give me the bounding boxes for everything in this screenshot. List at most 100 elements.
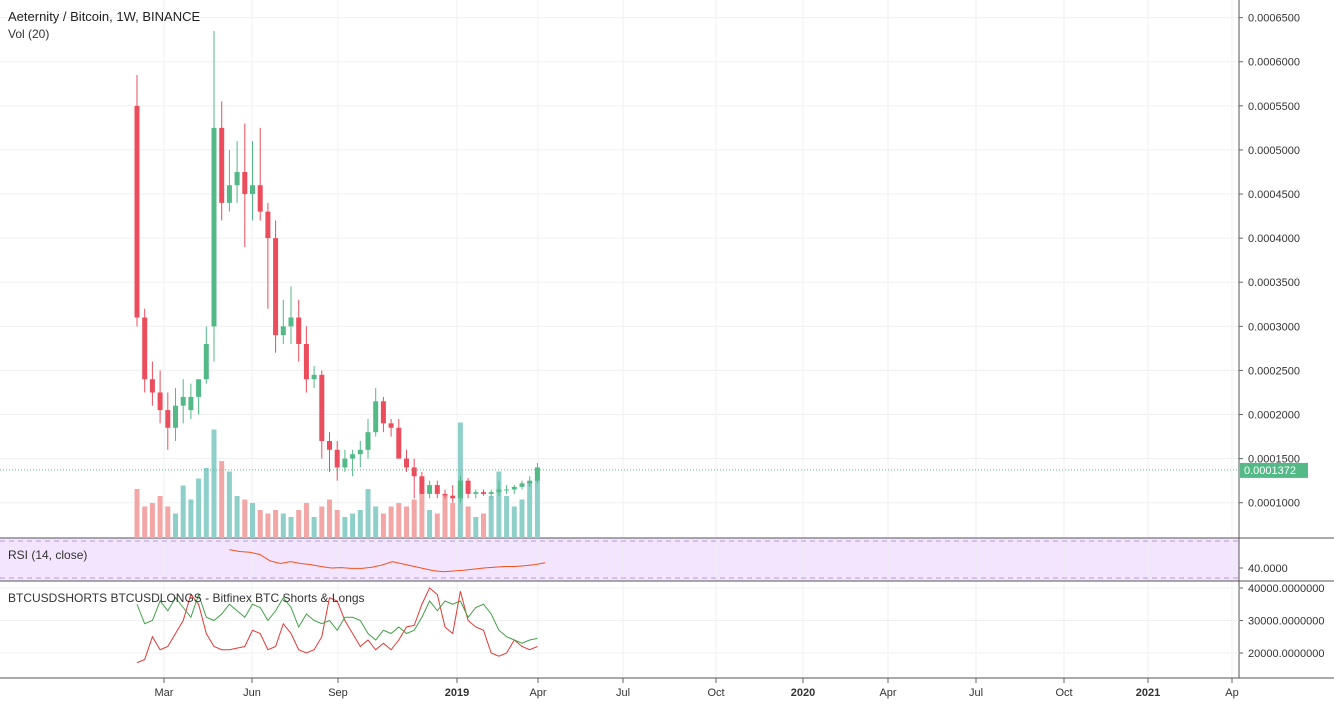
volume-bar bbox=[311, 517, 317, 538]
candle-body bbox=[288, 317, 294, 327]
volume-bar bbox=[373, 506, 379, 538]
x-tick-label: Ap bbox=[1225, 687, 1238, 699]
candle-body bbox=[226, 185, 232, 203]
volume-bar bbox=[288, 517, 294, 538]
candle-body bbox=[303, 343, 309, 380]
volume-bar bbox=[257, 510, 263, 538]
candle-body bbox=[327, 440, 332, 450]
volume-bar bbox=[157, 496, 163, 538]
volume-bar bbox=[411, 499, 417, 538]
volume-bar bbox=[273, 510, 279, 538]
candle-body bbox=[350, 454, 356, 459]
last-price-label: 0.0001372 bbox=[1244, 465, 1296, 477]
candle-body bbox=[357, 449, 363, 455]
candle-body bbox=[296, 317, 302, 344]
price-tick-label: 0.0002500 bbox=[1248, 365, 1300, 377]
candle-body bbox=[373, 401, 379, 433]
longs-line bbox=[136, 592, 538, 644]
volume-bar bbox=[234, 496, 240, 538]
x-tick-label: Jul bbox=[969, 687, 983, 699]
volume-bar bbox=[434, 513, 440, 538]
candle-body bbox=[496, 489, 502, 493]
volume-bar bbox=[303, 503, 309, 538]
candle-body bbox=[427, 485, 433, 494]
x-tick-label: Apr bbox=[529, 687, 546, 699]
volume-bar bbox=[496, 471, 502, 538]
volume-bar bbox=[203, 468, 209, 538]
candle-body bbox=[365, 432, 371, 450]
candle-body bbox=[457, 480, 463, 499]
candle-body bbox=[280, 326, 286, 336]
candle-body bbox=[203, 343, 209, 380]
volume-bar bbox=[173, 513, 178, 538]
candle-body bbox=[527, 480, 533, 484]
volume-bar bbox=[188, 499, 194, 538]
volume-bar bbox=[180, 485, 186, 538]
volume-bar bbox=[473, 517, 479, 538]
sl-axis-label: 30000.0000000 bbox=[1248, 616, 1324, 628]
volume-bar bbox=[488, 496, 494, 538]
candle-body bbox=[388, 423, 394, 428]
volume-bar bbox=[504, 496, 510, 538]
candle-body bbox=[180, 396, 186, 406]
candle-body bbox=[219, 127, 225, 203]
volume-bar bbox=[296, 510, 302, 538]
candle-body bbox=[481, 492, 486, 494]
candle-body bbox=[257, 185, 263, 212]
candle-body bbox=[404, 458, 409, 468]
x-tick-label: Apr bbox=[879, 687, 896, 699]
volume-bar bbox=[388, 506, 394, 538]
volume-label: Vol (20) bbox=[8, 27, 50, 41]
candle-body bbox=[196, 379, 202, 397]
volume-bar bbox=[357, 510, 363, 538]
volume-bar bbox=[211, 429, 217, 538]
volume-bar bbox=[419, 489, 425, 538]
x-tick-label: 2019 bbox=[445, 687, 469, 699]
volume-bar bbox=[404, 506, 409, 538]
candle-body bbox=[450, 495, 456, 499]
price-tick-label: 0.0005000 bbox=[1248, 145, 1300, 157]
shorts-line bbox=[136, 587, 538, 664]
price-tick-label: 0.0004500 bbox=[1248, 189, 1300, 201]
sl-axis-label: 20000.0000000 bbox=[1248, 648, 1324, 660]
candle-body bbox=[411, 467, 417, 477]
x-tick-label: Jul bbox=[616, 687, 630, 699]
price-tick-label: 0.0002000 bbox=[1248, 410, 1300, 422]
volume-bar bbox=[165, 506, 171, 538]
candle-body bbox=[250, 185, 255, 195]
x-tick-label: Oct bbox=[1055, 687, 1072, 699]
volume-bar bbox=[527, 482, 533, 538]
volume-bar bbox=[327, 499, 332, 538]
candle-body bbox=[380, 401, 386, 424]
candle-body bbox=[273, 238, 279, 336]
x-tick-label: 2020 bbox=[791, 687, 815, 699]
volume-bar bbox=[442, 496, 448, 538]
candle-body bbox=[165, 410, 171, 428]
price-tick-label: 0.0001000 bbox=[1248, 498, 1300, 510]
candle-body bbox=[442, 493, 448, 496]
price-tick-label: 0.0006500 bbox=[1248, 13, 1300, 25]
volume-bar bbox=[465, 506, 471, 538]
candle-body bbox=[234, 171, 240, 186]
volume-bar bbox=[219, 461, 225, 538]
volume-bar bbox=[134, 489, 140, 538]
price-tick-label: 0.0001500 bbox=[1248, 454, 1300, 466]
candle-body bbox=[419, 476, 425, 494]
rsi-label: RSI (14, close) bbox=[8, 548, 88, 562]
candle-body bbox=[511, 486, 517, 490]
volume-bar bbox=[427, 510, 433, 538]
x-tick-label: Sep bbox=[328, 687, 348, 699]
candle-body bbox=[434, 485, 440, 494]
volume-bar bbox=[242, 499, 248, 538]
volume-bar bbox=[149, 503, 155, 538]
volume-bar bbox=[450, 503, 456, 538]
chart-title: Aeternity / Bitcoin, 1W, BINANCE bbox=[8, 9, 201, 24]
volume-bar bbox=[334, 510, 340, 538]
volume-bar bbox=[380, 513, 386, 538]
volume-bar bbox=[265, 513, 271, 538]
last-price-box bbox=[1240, 462, 1308, 478]
price-tick-label: 0.0004000 bbox=[1248, 233, 1300, 245]
rsi-band bbox=[0, 538, 1239, 581]
candle-body bbox=[488, 492, 494, 494]
